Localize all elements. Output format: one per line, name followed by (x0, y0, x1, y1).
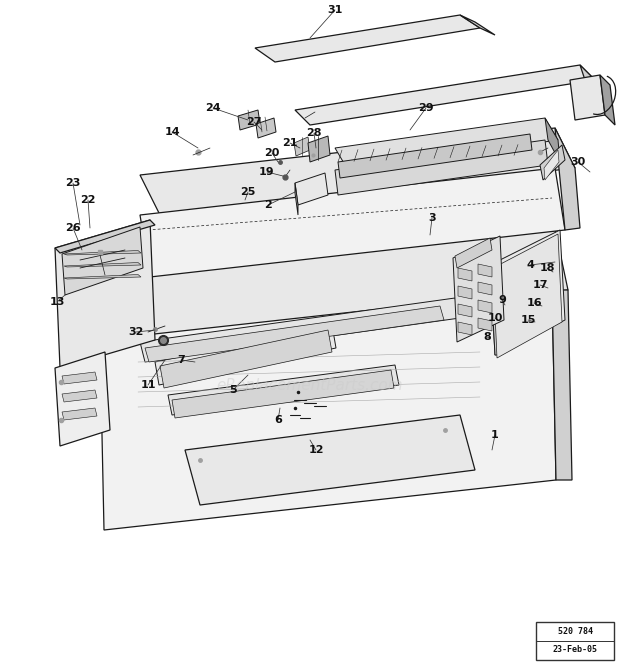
Text: 24: 24 (205, 103, 221, 113)
Polygon shape (308, 136, 330, 162)
Polygon shape (145, 306, 444, 362)
Polygon shape (295, 65, 595, 125)
Polygon shape (55, 220, 155, 253)
Polygon shape (62, 372, 97, 384)
Polygon shape (140, 168, 565, 277)
Polygon shape (256, 118, 276, 138)
Text: 8: 8 (483, 332, 491, 342)
Polygon shape (458, 304, 472, 317)
Polygon shape (62, 408, 97, 420)
Polygon shape (544, 150, 559, 180)
Text: 4: 4 (526, 260, 534, 270)
Text: 26: 26 (65, 223, 81, 233)
Polygon shape (552, 290, 572, 480)
Text: 5: 5 (229, 385, 237, 395)
Text: 9: 9 (498, 295, 506, 305)
Polygon shape (490, 230, 565, 355)
Polygon shape (62, 390, 97, 402)
Text: 27: 27 (246, 117, 262, 127)
Polygon shape (294, 137, 310, 156)
Polygon shape (100, 290, 556, 530)
Polygon shape (545, 118, 560, 162)
Polygon shape (478, 264, 492, 277)
Polygon shape (64, 274, 141, 279)
Polygon shape (460, 15, 495, 35)
Text: 6: 6 (274, 415, 282, 425)
Text: 23-Feb-05: 23-Feb-05 (552, 646, 598, 654)
Polygon shape (238, 110, 260, 130)
Text: 21: 21 (282, 138, 298, 148)
Polygon shape (295, 183, 298, 215)
Polygon shape (555, 128, 580, 230)
Text: 520 784: 520 784 (557, 628, 593, 636)
Polygon shape (335, 140, 548, 195)
Text: 20: 20 (264, 148, 280, 158)
Polygon shape (458, 268, 472, 281)
Polygon shape (100, 215, 568, 340)
Polygon shape (455, 238, 492, 268)
Text: 10: 10 (487, 313, 503, 323)
Polygon shape (570, 75, 605, 120)
Polygon shape (338, 134, 532, 178)
Polygon shape (55, 220, 155, 368)
Polygon shape (478, 300, 492, 313)
Polygon shape (478, 318, 492, 331)
Polygon shape (140, 128, 575, 215)
Polygon shape (185, 415, 475, 505)
Polygon shape (580, 65, 600, 95)
Text: 11: 11 (140, 380, 156, 390)
Polygon shape (493, 234, 562, 358)
Text: 14: 14 (164, 127, 180, 137)
Polygon shape (478, 282, 492, 295)
Polygon shape (64, 262, 141, 267)
Polygon shape (255, 15, 480, 62)
Bar (536, 622, 614, 660)
Text: 23: 23 (65, 178, 81, 188)
Polygon shape (453, 236, 504, 342)
Polygon shape (540, 145, 565, 180)
Polygon shape (55, 352, 110, 446)
Polygon shape (155, 325, 336, 385)
Text: 28: 28 (306, 128, 322, 138)
Text: 16: 16 (526, 298, 542, 308)
Text: 1: 1 (491, 430, 499, 440)
Polygon shape (168, 365, 399, 415)
Text: 15: 15 (520, 315, 536, 325)
Polygon shape (335, 118, 558, 170)
Text: 17: 17 (532, 280, 547, 290)
Polygon shape (600, 75, 615, 125)
Polygon shape (62, 227, 143, 295)
Polygon shape (458, 286, 472, 299)
Polygon shape (140, 298, 460, 362)
Polygon shape (172, 370, 394, 418)
Polygon shape (458, 322, 472, 335)
Text: 12: 12 (308, 445, 324, 455)
Text: 18: 18 (539, 263, 555, 273)
Text: 19: 19 (259, 167, 275, 177)
Text: 2: 2 (264, 200, 272, 210)
Polygon shape (295, 173, 328, 205)
Polygon shape (160, 330, 332, 388)
Text: 30: 30 (570, 157, 586, 167)
Text: 13: 13 (50, 297, 64, 307)
Polygon shape (64, 250, 141, 255)
Text: 32: 32 (128, 327, 144, 337)
Text: 29: 29 (418, 103, 434, 113)
Text: 3: 3 (428, 213, 436, 223)
Text: 7: 7 (177, 355, 185, 365)
Text: 31: 31 (327, 5, 343, 15)
Text: 25: 25 (241, 187, 255, 197)
Text: eReplacementParts.com: eReplacementParts.com (216, 377, 404, 393)
Text: 22: 22 (80, 195, 95, 205)
Polygon shape (490, 265, 500, 355)
